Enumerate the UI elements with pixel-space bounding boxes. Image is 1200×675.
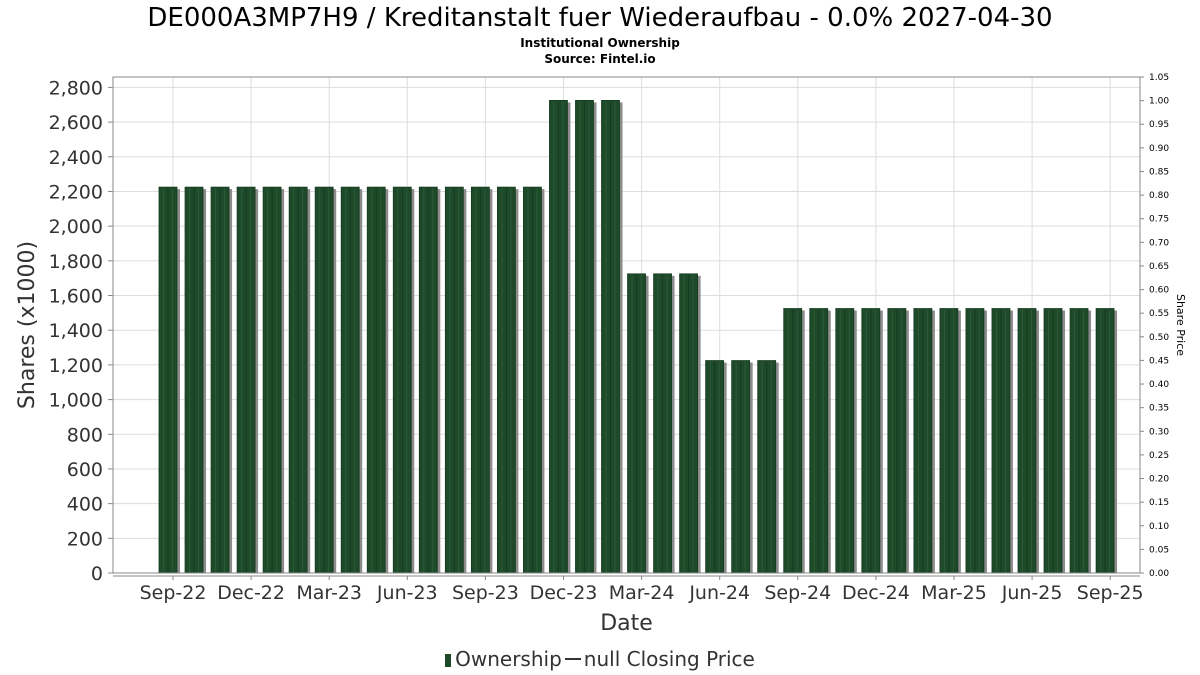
y2-tick-label: 0.15 (1149, 498, 1169, 508)
y2-tick-label: 0.05 (1149, 545, 1169, 555)
legend-price-line (564, 658, 581, 660)
x-tick-label: Jun-25 (1001, 582, 1063, 604)
y-tick-label: 1,800 (49, 251, 103, 273)
y2-tick-label: 0.75 (1149, 215, 1169, 225)
y-tick-label: 800 (67, 424, 103, 446)
y-tick-label: 2,200 (49, 181, 103, 203)
legend-price-label: null Closing Price (583, 647, 755, 671)
y2-tick-label: 0.95 (1149, 120, 1169, 130)
y2-tick-label: 0.00 (1149, 569, 1169, 579)
x-tick-label: Mar-24 (609, 582, 675, 604)
y2-tick-label: 0.60 (1149, 286, 1169, 296)
y2-tick-label: 0.90 (1149, 144, 1169, 154)
legend: Ownership null Closing Price (0, 646, 1200, 672)
legend-ownership-label: Ownership (455, 647, 562, 671)
y2-tick-label: 0.80 (1149, 191, 1169, 201)
x-tick-label: Sep-23 (452, 582, 519, 604)
chart-source: Source: Fintel.io (544, 52, 656, 66)
x-tick-label: Jun-23 (376, 582, 438, 604)
y-tick-label: 600 (67, 459, 103, 481)
y-tick-label: 2,600 (49, 112, 103, 134)
y2-tick-label: 0.50 (1149, 333, 1169, 343)
legend-ownership-swatch (445, 654, 452, 667)
chart-subtitle: Institutional Ownership (520, 36, 680, 50)
x-tick-label: Dec-22 (217, 582, 285, 604)
y2-axis-title: Share Price (1174, 294, 1187, 356)
x-tick-label: Dec-24 (842, 582, 910, 604)
y2-tick-label: 0.25 (1149, 451, 1169, 461)
y2-tick-label: 0.85 (1149, 167, 1169, 177)
y2-tick-label: 0.45 (1149, 356, 1169, 366)
y-tick-label: 1,400 (49, 320, 103, 342)
y2-tick-label: 0.30 (1149, 427, 1169, 437)
y-tick-label: 2,400 (49, 147, 103, 169)
x-tick-label: Mar-25 (921, 582, 987, 604)
y2-tick-label: 1.05 (1149, 73, 1169, 83)
y2-tick-label: 0.40 (1149, 380, 1169, 390)
x-tick-label: Mar-23 (296, 582, 362, 604)
y-tick-label: 400 (67, 494, 103, 516)
y-tick-label: 1,200 (49, 355, 103, 377)
x-tick-label: Jun-24 (688, 582, 750, 604)
y2-tick-label: 1.00 (1149, 97, 1169, 107)
x-axis-title: Date (600, 611, 653, 636)
y2-tick-label: 0.10 (1149, 522, 1169, 532)
y-tick-label: 2,000 (49, 216, 103, 238)
x-tick-label: Sep-24 (764, 582, 831, 604)
y-axis-title: Shares (x1000) (15, 241, 40, 409)
y-tick-label: 1,000 (49, 390, 103, 412)
x-tick-label: Sep-25 (1077, 582, 1144, 604)
chart-title: DE000A3MP7H9 / Kreditanstalt fuer Wieder… (147, 3, 1053, 33)
y-tick-label: 2,800 (49, 77, 103, 99)
x-tick-label: Sep-22 (140, 582, 207, 604)
y2-tick-label: 0.20 (1149, 475, 1169, 485)
y-tick-label: 0 (91, 563, 103, 585)
x-tick-label: Dec-23 (530, 582, 598, 604)
y2-tick-label: 0.55 (1149, 309, 1169, 319)
y2-tick-label: 0.35 (1149, 404, 1169, 414)
y2-tick-label: 0.70 (1149, 238, 1169, 248)
y-tick-label: 1,600 (49, 286, 103, 308)
plot-border (112, 76, 1141, 574)
y-tick-label: 200 (67, 528, 103, 550)
y2-tick-label: 0.65 (1149, 262, 1169, 272)
